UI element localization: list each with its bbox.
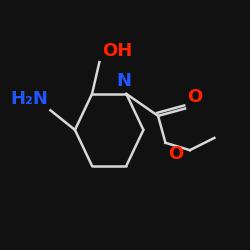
Text: OH: OH <box>102 42 132 60</box>
Text: O: O <box>188 88 203 106</box>
Text: H₂N: H₂N <box>10 90 48 108</box>
Text: N: N <box>116 72 131 90</box>
Text: O: O <box>168 145 183 163</box>
